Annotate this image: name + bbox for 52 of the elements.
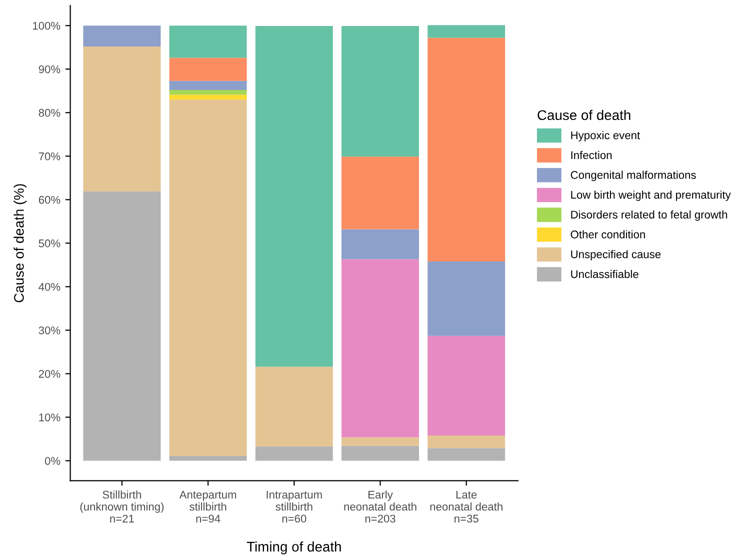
bar	[83, 46, 161, 192]
y-tick-label: 60%	[38, 196, 60, 204]
bar	[255, 446, 333, 461]
y-tick-label: 70%	[38, 152, 60, 160]
bar	[428, 25, 506, 38]
bar	[428, 448, 506, 461]
bar	[83, 26, 161, 46]
bar	[169, 100, 247, 456]
bar	[428, 38, 506, 262]
bar	[169, 456, 247, 461]
y-tick-label: 30%	[38, 326, 60, 334]
bar	[169, 58, 247, 81]
x-axis-title: Timing of death	[246, 541, 341, 554]
bar	[169, 94, 247, 100]
bar	[342, 229, 419, 260]
legend-title: Cause of death	[538, 110, 630, 120]
legend-label: Unclassifiable	[571, 270, 638, 278]
y-tick-label: 40%	[38, 282, 60, 291]
bar	[169, 26, 247, 58]
bar	[83, 191, 161, 461]
legend-label: Unspecified cause	[571, 250, 661, 260]
x-tick-label: Late neonatal death n=35	[430, 490, 502, 523]
legend-label: Other condition	[570, 230, 645, 238]
bar	[342, 446, 419, 461]
bar	[342, 259, 419, 438]
bar	[169, 80, 247, 90]
y-tick-label: 50%	[38, 239, 60, 248]
bar	[255, 366, 333, 446]
bar	[428, 435, 506, 448]
legend-label: Congenital malformations	[570, 170, 696, 182]
bar	[342, 156, 419, 230]
y-tick-label: 90%	[38, 65, 60, 74]
legend-label: Low birth weight and prematurity	[571, 190, 731, 201]
legend-label: Disorders related to fetal growth	[571, 210, 728, 221]
y-tick-label: 20%	[38, 370, 60, 378]
legend-label: Infection	[571, 150, 612, 160]
bar	[342, 26, 419, 157]
bar	[428, 261, 506, 336]
x-tick-label: Antepartum stillbirth n=94	[179, 490, 236, 523]
y-tick-label: 100%	[33, 22, 60, 30]
y-tick-label: 10%	[39, 413, 60, 422]
y-axis-title: Cause of death (%)	[14, 184, 27, 302]
x-tick-label: Intrapartum stillbirth n=60	[266, 490, 322, 523]
x-tick-label: Stillbirth (unknown timing) n=21	[80, 490, 164, 522]
bar	[342, 437, 419, 446]
y-tick-label: 80%	[38, 108, 60, 117]
x-tick-label: Early neonatal death n=203	[344, 490, 416, 523]
y-tick-label: 0%	[44, 456, 60, 465]
bar	[169, 90, 247, 95]
legend-label: Hypoxic event	[571, 131, 640, 142]
bar	[428, 336, 506, 436]
bar	[255, 26, 333, 367]
